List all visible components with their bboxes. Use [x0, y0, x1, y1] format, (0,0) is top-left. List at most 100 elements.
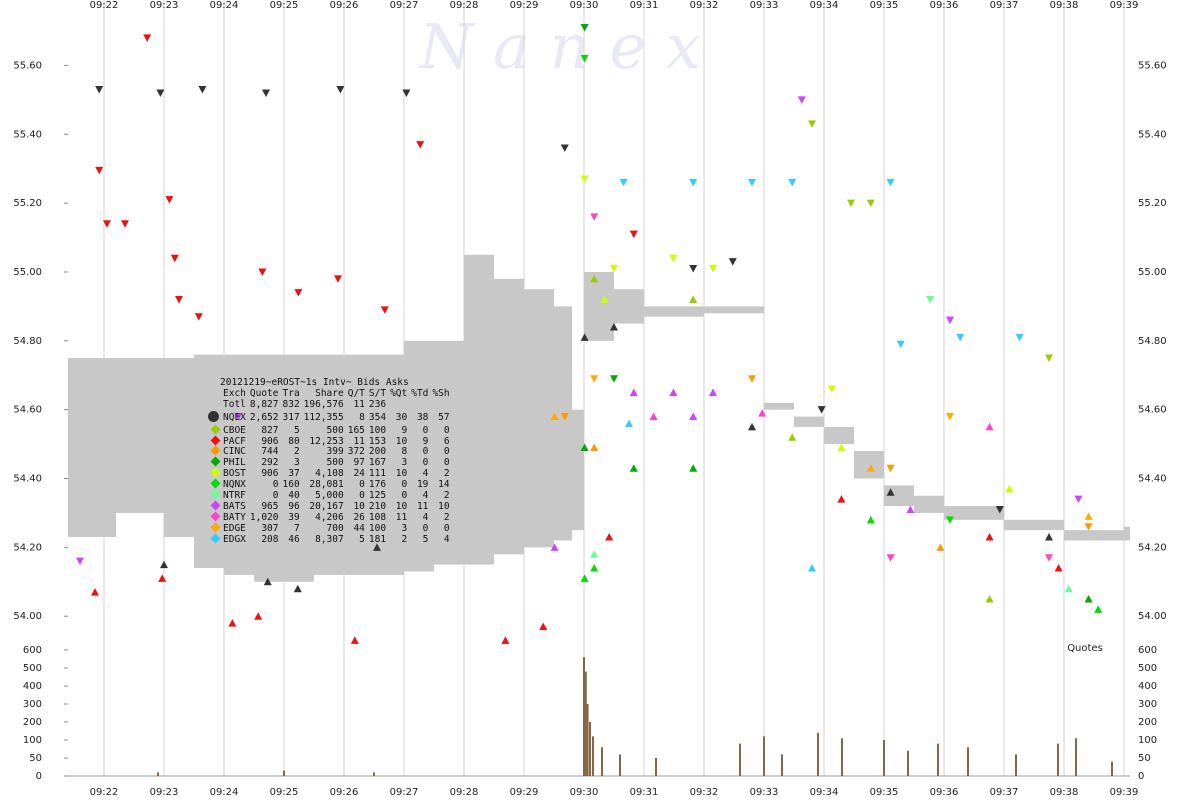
- ask-marker: [817, 406, 826, 414]
- legend-cell: 5: [359, 533, 365, 545]
- x-tick-label: 09:37: [990, 0, 1019, 11]
- x-tick-label: 09:30: [570, 0, 599, 11]
- legend-cell: 97: [353, 457, 365, 469]
- y-tick-label: 55.40: [13, 129, 42, 140]
- volume-bar: [739, 743, 741, 776]
- nbbo-segment: [944, 506, 1004, 520]
- legend-cell: 26: [353, 511, 365, 523]
- nbbo-segment: [554, 306, 572, 541]
- x-tick-label: 09:34: [810, 0, 839, 11]
- ask-marker: [143, 34, 152, 42]
- ask-marker: [610, 375, 618, 383]
- x-tick-label: 09:33: [750, 787, 779, 798]
- ask-marker: [946, 516, 954, 524]
- legend-cell: 20,167: [309, 500, 344, 512]
- y-tick-label: 55.60: [1138, 60, 1167, 71]
- legend-cell: EDGE: [223, 522, 246, 534]
- legend-cell: 307: [261, 522, 279, 534]
- legend-swatch: [210, 467, 221, 478]
- x-tick-label: 09:29: [510, 787, 539, 798]
- bid-marker: [758, 409, 767, 417]
- legend-cell: 354: [368, 411, 387, 423]
- bid-marker: [689, 295, 698, 304]
- legend-row: NTRF 0 40 5,000 0 125 0 4 2: [204, 489, 450, 502]
- legend-swatch: [210, 456, 221, 467]
- legend-cell: 0: [443, 424, 450, 436]
- legend-row: EDGX 208 46 8,307 5 181 2 5 4: [204, 533, 450, 546]
- legend-swatch: [210, 435, 221, 445]
- legend-cell: NTRF: [223, 490, 246, 502]
- bid-marker: [985, 595, 994, 603]
- bid-marker: [550, 543, 559, 551]
- legend-cell: 700: [326, 522, 344, 534]
- legend-cell: CBOE: [223, 424, 246, 436]
- legend-cell: 24: [353, 468, 365, 480]
- nbbo-segment: [1004, 519, 1064, 531]
- bid-marker: [580, 443, 589, 452]
- legend-icon: [204, 445, 221, 458]
- ask-marker: [1084, 523, 1093, 531]
- nbbo-segment: [764, 402, 794, 410]
- volume-bar: [1111, 761, 1113, 776]
- y-tick-label: 54.60: [1138, 405, 1167, 416]
- legend-row: EDGE 307 7 700 44 100 3 0 0: [204, 522, 450, 535]
- legend-icon: [204, 424, 221, 437]
- ask-marker: [580, 24, 589, 32]
- legend-row: BOST 906 37 4,108 24 111 10 4 2: [204, 467, 450, 480]
- legend-column: Share: [315, 387, 344, 399]
- legend-cell: 8: [359, 411, 365, 423]
- y-tick-label: 55.00: [13, 267, 42, 278]
- volume-bar: [907, 750, 909, 776]
- legend-cell: 317: [282, 411, 300, 423]
- ask-marker: [619, 178, 628, 187]
- legend-cell: 4: [422, 490, 429, 502]
- x-tick-label: 09:26: [330, 0, 359, 11]
- ask-marker: [689, 265, 698, 273]
- x-tick-label: 09:31: [630, 787, 659, 798]
- y-tick-label: 54.40: [1138, 474, 1167, 485]
- legend-row: PACF 906 80 12,253 11 153 10 9 6: [204, 435, 450, 448]
- ask-marker: [629, 230, 638, 239]
- x-tick-label: 09:23: [150, 0, 179, 11]
- legend-cell: 3: [293, 457, 300, 469]
- legend-cell: 5: [293, 424, 300, 436]
- ask-marker: [748, 375, 756, 383]
- volume-bar: [841, 738, 843, 776]
- x-tick-label: 09:36: [930, 787, 959, 798]
- volume-bar: [584, 671, 587, 776]
- x-tick-label: 09:35: [870, 0, 899, 11]
- volume-bar: [619, 754, 621, 776]
- x-tick-label: 09:22: [90, 0, 119, 11]
- x-tick-label: 09:22: [90, 787, 119, 798]
- legend-title: 20121219~eROST~1s Intv~ Bids Asks: [220, 377, 409, 388]
- nbbo-segment: [404, 340, 434, 572]
- legend-cell: NQNX: [223, 479, 246, 491]
- ask-marker: [886, 178, 895, 187]
- legend-cell: 208: [261, 533, 279, 545]
- legend-cell: EDGX: [223, 533, 246, 545]
- legend-swatch: [210, 533, 221, 544]
- bid-marker: [866, 464, 875, 472]
- y2-tick-label: 0: [36, 771, 42, 782]
- y-tick-label: 54.20: [13, 542, 42, 553]
- ask-marker: [560, 144, 569, 153]
- legend-cell: 11: [395, 511, 408, 523]
- volume-bar: [589, 722, 591, 776]
- volume-bar: [583, 657, 585, 776]
- x-tick-label: 09:34: [810, 787, 839, 798]
- ask-marker: [709, 265, 717, 273]
- ask-marker: [262, 89, 270, 97]
- legend-row: NQEX 2,652 317 112,355 8 354 30 38 57: [204, 408, 450, 426]
- legend-cell: 8,827: [249, 398, 279, 410]
- legend-cell: 40: [288, 490, 300, 502]
- y-tick-label: 55.20: [13, 198, 42, 209]
- legend-cell: 3: [401, 522, 408, 534]
- legend-cell: 4: [443, 533, 450, 545]
- nbbo-segment: [584, 271, 614, 341]
- legend-column: Q/T: [347, 387, 365, 399]
- legend-cell: 372: [347, 446, 365, 458]
- y2-tick-label: 400: [23, 681, 42, 692]
- bid-marker: [689, 412, 698, 421]
- nbbo-segment: [614, 289, 644, 324]
- bid-marker: [837, 443, 846, 452]
